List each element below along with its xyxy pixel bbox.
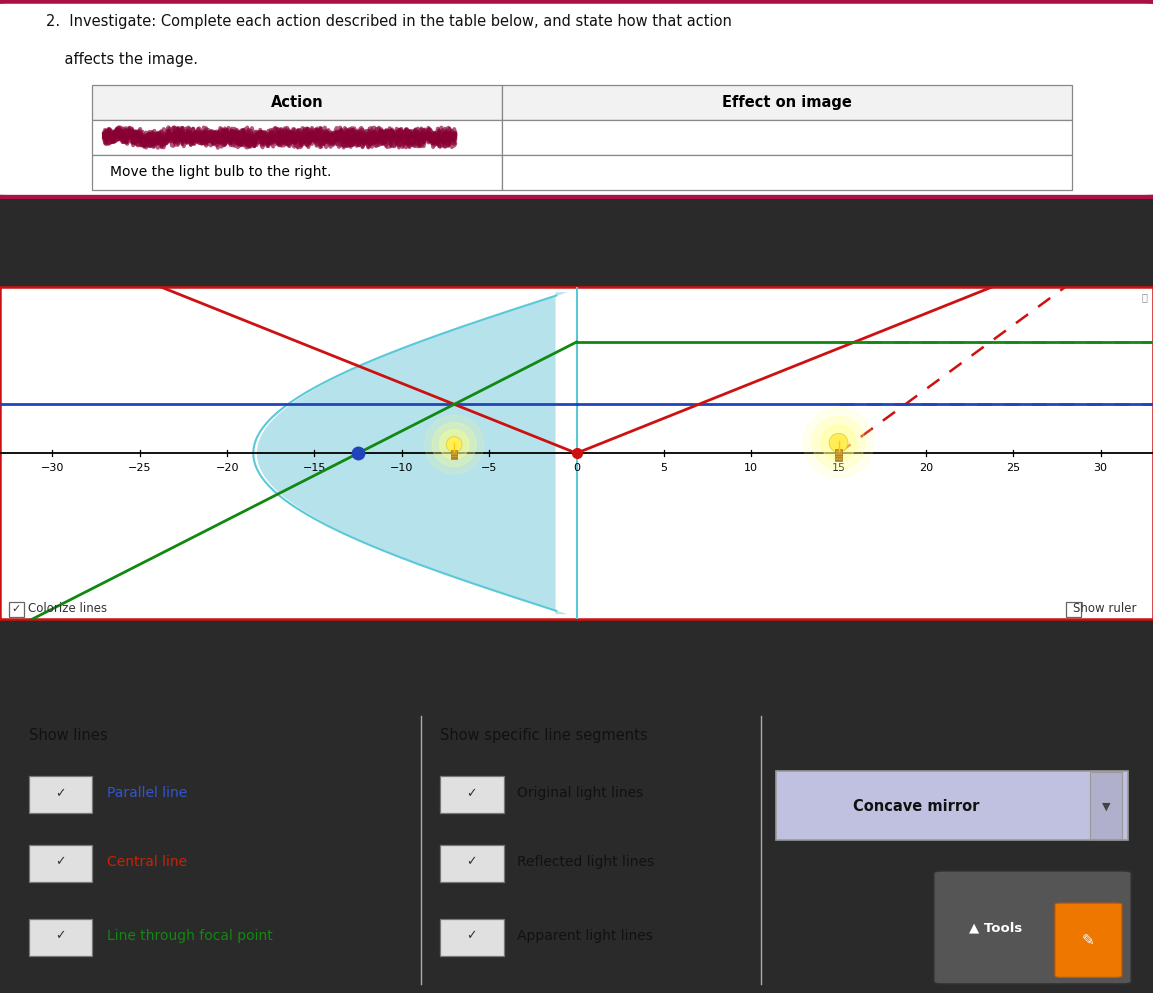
Text: Original light lines: Original light lines bbox=[517, 786, 642, 800]
Text: ✓: ✓ bbox=[12, 604, 21, 614]
Bar bbox=[29, 919, 92, 956]
Bar bbox=[440, 777, 504, 813]
Bar bbox=[502, 85, 1072, 120]
Text: Action: Action bbox=[271, 95, 323, 110]
Text: Line through focal point: Line through focal point bbox=[107, 929, 273, 943]
Text: Parallel line: Parallel line bbox=[107, 786, 188, 800]
Circle shape bbox=[804, 407, 874, 478]
FancyBboxPatch shape bbox=[776, 771, 1128, 840]
Text: ✓: ✓ bbox=[54, 786, 66, 800]
Text: 0: 0 bbox=[573, 463, 580, 473]
Bar bbox=[502, 155, 1072, 190]
Text: −15: −15 bbox=[303, 463, 326, 473]
Text: −5: −5 bbox=[481, 463, 497, 473]
Text: Show ruler: Show ruler bbox=[1072, 602, 1136, 616]
Text: ✓: ✓ bbox=[54, 929, 66, 942]
Text: Show specific line segments: Show specific line segments bbox=[440, 728, 648, 743]
Text: affects the image.: affects the image. bbox=[46, 52, 198, 67]
Text: Apparent light lines: Apparent light lines bbox=[517, 929, 653, 943]
Text: −10: −10 bbox=[390, 463, 414, 473]
Bar bbox=[835, 449, 843, 461]
Bar bbox=[92, 120, 502, 155]
Text: 5: 5 bbox=[661, 463, 668, 473]
Text: 15: 15 bbox=[831, 463, 845, 473]
Text: 10: 10 bbox=[744, 463, 759, 473]
Text: −20: −20 bbox=[216, 463, 239, 473]
FancyBboxPatch shape bbox=[0, 1, 1153, 198]
Bar bbox=[1090, 772, 1122, 839]
Text: −30: −30 bbox=[40, 463, 65, 473]
Bar bbox=[440, 845, 504, 882]
Text: ⬜: ⬜ bbox=[1141, 293, 1147, 303]
Text: ✓: ✓ bbox=[54, 855, 66, 868]
Text: ✓: ✓ bbox=[466, 929, 477, 942]
Text: 30: 30 bbox=[1093, 463, 1108, 473]
Text: 20: 20 bbox=[919, 463, 933, 473]
Bar bbox=[92, 155, 502, 190]
FancyBboxPatch shape bbox=[934, 871, 1131, 984]
Text: Effect on image: Effect on image bbox=[722, 95, 852, 110]
Bar bbox=[451, 450, 458, 460]
Bar bbox=[502, 120, 1072, 155]
Text: ▼: ▼ bbox=[1101, 801, 1110, 811]
Text: Reflected light lines: Reflected light lines bbox=[517, 855, 654, 869]
Polygon shape bbox=[257, 292, 567, 615]
Bar bbox=[92, 85, 502, 120]
Text: Show lines: Show lines bbox=[29, 728, 107, 743]
Text: Central line: Central line bbox=[107, 855, 187, 869]
Text: ✎: ✎ bbox=[1082, 932, 1095, 947]
Bar bbox=[29, 777, 92, 813]
Circle shape bbox=[432, 422, 476, 467]
Circle shape bbox=[812, 416, 865, 469]
Text: Concave mirror: Concave mirror bbox=[853, 798, 980, 813]
Text: −25: −25 bbox=[128, 463, 151, 473]
Text: ✓: ✓ bbox=[466, 855, 477, 868]
Text: 25: 25 bbox=[1007, 463, 1020, 473]
Bar bbox=[9, 602, 23, 617]
Bar bbox=[440, 919, 504, 956]
Circle shape bbox=[439, 430, 469, 459]
Circle shape bbox=[424, 415, 483, 474]
Text: Colorize lines: Colorize lines bbox=[28, 602, 107, 616]
Text: ✓: ✓ bbox=[466, 786, 477, 800]
Text: 2.  Investigate: Complete each action described in the table below, and state ho: 2. Investigate: Complete each action des… bbox=[46, 14, 732, 29]
Text: Move the light bulb to the right.: Move the light bulb to the right. bbox=[110, 165, 331, 180]
Bar bbox=[1065, 602, 1080, 617]
Circle shape bbox=[829, 433, 847, 452]
Bar bbox=[29, 845, 92, 882]
Text: ▲ Tools: ▲ Tools bbox=[969, 921, 1022, 933]
Circle shape bbox=[821, 425, 857, 461]
Circle shape bbox=[446, 437, 462, 453]
FancyBboxPatch shape bbox=[1055, 904, 1122, 977]
